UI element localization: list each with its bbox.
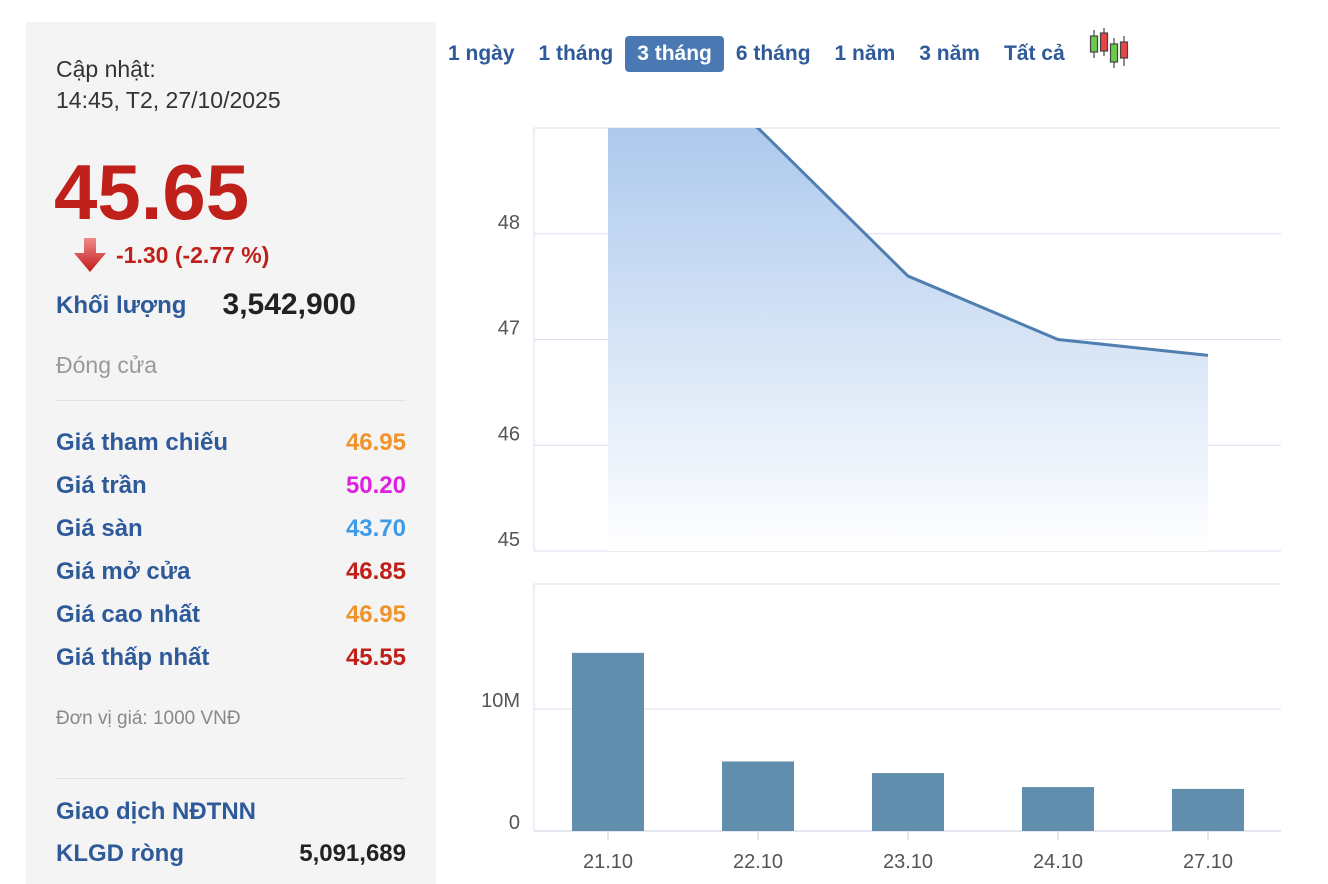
price-value: 50.20 <box>345 472 406 499</box>
tab-3-tháng[interactable]: 3 tháng <box>625 36 724 72</box>
candlestick-icon[interactable] <box>1088 28 1132 70</box>
volume-bar <box>722 761 794 831</box>
price-line <box>755 128 1209 357</box>
current-price: 45.65 <box>54 148 250 236</box>
tab-3-năm[interactable]: 3 năm <box>919 42 980 65</box>
volume-label: Khối lượng <box>56 292 187 319</box>
price-change: -1.30 (-2.77 %) <box>116 242 270 268</box>
net-volume-label: KLGD ròng <box>56 840 184 867</box>
market-status: Đóng cửa <box>56 352 158 378</box>
divider <box>56 778 406 779</box>
volume-bar <box>1022 787 1094 831</box>
x-tick-label: 24.10 <box>1033 851 1083 873</box>
update-time: 14:45, T2, 27/10/2025 <box>56 87 281 113</box>
price-label: Giá mở cửa <box>56 558 191 585</box>
y-tick-label: 0 <box>509 812 520 834</box>
x-tick-label: 21.10 <box>583 851 633 873</box>
y-tick-label: 46 <box>498 423 520 445</box>
tab-1-năm[interactable]: 1 năm <box>834 42 896 65</box>
x-tick-label: 23.10 <box>883 851 933 873</box>
x-tick-label: 22.10 <box>733 851 783 873</box>
stock-summary-panel: Cập nhật: 14:45, T2, 27/10/2025 45.65 -1… <box>26 22 436 884</box>
price-row: Giá thấp nhất 45.55 <box>56 644 406 674</box>
price-row: Giá tham chiếu 46.95 <box>56 429 406 459</box>
foreign-trade-title: Giao dịch NĐTNN <box>56 798 257 825</box>
tab-Tất-cả[interactable]: Tất cả <box>1003 42 1065 65</box>
y-tick-label: 48 <box>498 212 520 234</box>
price-series <box>608 128 1209 551</box>
price-value: 45.55 <box>345 644 406 671</box>
price-row: Giá mở cửa 46.85 <box>56 558 406 588</box>
price-label: Giá sàn <box>56 515 143 542</box>
unit-note: Đơn vị giá: 1000 VNĐ <box>56 708 241 729</box>
price-value: 43.70 <box>345 515 406 542</box>
update-info: Cập nhật: 14:45, T2, 27/10/2025 <box>56 54 281 116</box>
volume-bar <box>872 773 944 831</box>
price-label: Giá trần <box>56 472 147 499</box>
price-label: Giá tham chiếu <box>56 429 229 456</box>
period-tabs: 1 ngày 1 tháng 3 tháng 6 tháng 1 năm 3 năm Tất… <box>436 36 1077 72</box>
tab-1-tháng[interactable]: 1 tháng <box>538 42 614 65</box>
tab-6-tháng[interactable]: 6 tháng <box>735 42 811 65</box>
volume-bar <box>1172 788 1244 831</box>
price-label: Giá cao nhất <box>56 601 201 628</box>
price-row: Giá trần 50.20 <box>56 472 406 502</box>
y-tick-label: 47 <box>498 318 520 340</box>
y-tick-label: 45 <box>498 529 520 551</box>
price-label: Giá thấp nhất <box>56 644 210 671</box>
price-area <box>608 128 1208 551</box>
volume-value: 3,542,900 <box>222 288 356 321</box>
price-value: 46.95 <box>345 429 406 456</box>
x-tick-label: 27.10 <box>1183 851 1233 873</box>
price-row: Giá cao nhất 46.95 <box>56 601 406 631</box>
arrow-down-icon <box>74 238 106 272</box>
update-label: Cập nhật: <box>56 56 156 82</box>
price-value: 46.95 <box>345 601 406 628</box>
price-row: Giá sàn 43.70 <box>56 515 406 545</box>
tab-1-ngày[interactable]: 1 ngày <box>448 42 515 65</box>
volume-bar <box>572 652 644 831</box>
price-value: 46.85 <box>345 558 406 585</box>
y-tick-label: 10M <box>481 690 520 712</box>
divider <box>56 400 406 401</box>
net-volume-value: 5,091,689 <box>299 840 406 867</box>
